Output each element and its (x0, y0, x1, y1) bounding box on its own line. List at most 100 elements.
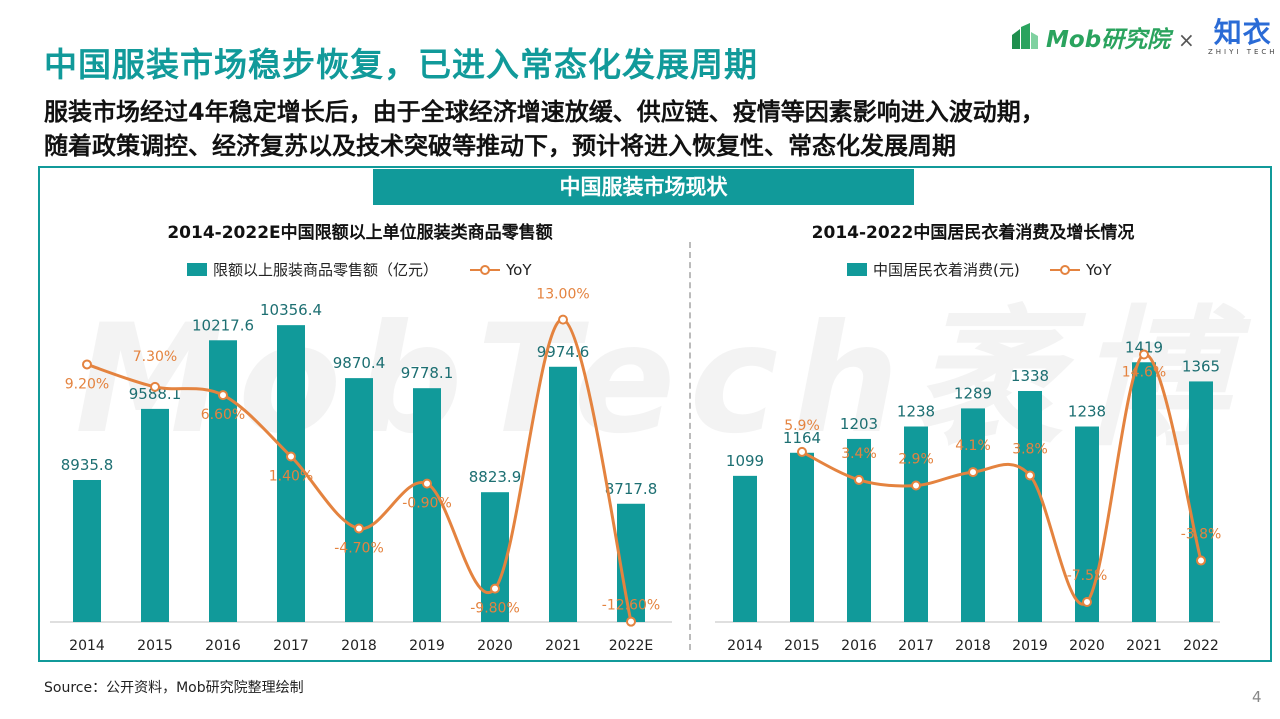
mob-logo-text: Mob研究院 (1046, 27, 1171, 53)
bar (904, 426, 928, 622)
zhiyi-logo-text: 知衣 (1213, 16, 1272, 49)
bar-value-label: 9778.1 (401, 364, 454, 382)
bar (1018, 391, 1042, 622)
yoy-value-label: 3.8% (1012, 441, 1048, 457)
legend-bar-label: 中国居民衣着消费(元) (873, 261, 1020, 279)
yoy-point (82, 359, 92, 370)
yoy-value-label: 5.9% (784, 418, 820, 434)
x-tick-label: 2018 (341, 638, 377, 654)
yoy-value-label: 6.60% (201, 407, 245, 423)
x-tick-label: 2015 (137, 638, 173, 654)
legend-bar-swatch (847, 263, 867, 276)
x-tick-label: 2016 (205, 638, 241, 654)
x-tick-label: 2022E (609, 638, 653, 654)
content-frame (38, 166, 1272, 662)
yoy-point (558, 314, 568, 325)
yoy-value-label: 4.1% (955, 438, 991, 454)
yoy-value-label: -12.60% (602, 598, 660, 614)
bar-value-label: 1238 (1068, 403, 1106, 421)
x-tick-label: 2014 (69, 638, 105, 654)
yoy-point (150, 381, 160, 392)
bar-value-label: 8717.8 (605, 480, 658, 498)
bar-value-label: 1238 (897, 403, 935, 421)
yoy-point (968, 467, 978, 478)
x-tick-label: 2020 (1069, 638, 1105, 654)
yoy-value-label: -0.90% (402, 496, 452, 512)
bar (790, 452, 814, 622)
yoy-line (801, 352, 1203, 606)
bar-value-label: 1365 (1182, 357, 1220, 375)
bar (1075, 426, 1099, 622)
yoy-value-label: -4.70% (334, 540, 384, 556)
yoy-value-label: -7.5% (1067, 568, 1108, 584)
source-note: Source：公开资料，Mob研究院整理绘制 (44, 680, 304, 696)
x-tick-label: 2015 (784, 638, 820, 654)
legend-bar-swatch (187, 263, 207, 276)
bar-value-label: 8935.8 (61, 456, 114, 474)
yoy-point (626, 616, 636, 627)
x-tick-label: 2020 (477, 638, 513, 654)
bar (1189, 381, 1213, 622)
yoy-value-label: 3.4% (841, 446, 877, 462)
x-tick-label: 2021 (1126, 638, 1162, 654)
bar (209, 340, 237, 622)
bar-value-label: 8823.9 (469, 468, 522, 486)
yoy-point (286, 451, 296, 462)
x-tick-label: 2017 (273, 638, 309, 654)
chart-title: 2014-2022E中国限额以上单位服装类商品零售额 (167, 222, 552, 243)
logo-separator: × (1178, 28, 1195, 52)
zhiyi-logo: 知衣 ZHIYI TECH (1208, 16, 1278, 57)
yoy-point (218, 390, 228, 401)
yoy-value-label: 7.30% (133, 349, 177, 365)
yoy-point (354, 523, 364, 534)
yoy-point (1139, 349, 1149, 360)
x-tick-label: 2016 (841, 638, 877, 654)
x-tick-label: 2018 (955, 638, 991, 654)
bar-value-label: 10356.4 (260, 301, 322, 319)
mob-logo: Mob研究院 (1010, 20, 1170, 54)
bar (961, 408, 985, 622)
chart-title: 2014-2022中国居民衣着消费及增长情况 (812, 222, 1135, 243)
x-tick-label: 2019 (409, 638, 445, 654)
chart-divider (689, 242, 691, 650)
x-tick-label: 2022 (1183, 638, 1219, 654)
yoy-value-label: 1.40% (269, 468, 313, 484)
page-title: 中国服装市场稳步恢复，已进入常态化发展周期 (44, 45, 758, 84)
bar (847, 438, 871, 622)
bar (277, 325, 305, 622)
legend-line-marker (1060, 265, 1070, 275)
bar-value-label: 1099 (726, 452, 764, 470)
bar (345, 378, 373, 622)
legend-line-label: YoY (1085, 261, 1112, 279)
yoy-point (797, 446, 807, 457)
yoy-point (854, 474, 864, 485)
yoy-point (490, 583, 500, 594)
subtitle-line-1: 服装市场经过4年稳定增长后，由于全球经济增速放缓、供应链、疫情等因素影响进入波动… (44, 98, 1045, 126)
section-banner: 中国服装市场现状 (373, 169, 914, 205)
yoy-value-label: 14.6% (1122, 364, 1166, 380)
bar (733, 475, 757, 622)
bar-value-label: 9870.4 (333, 354, 386, 372)
bar (413, 388, 441, 622)
yoy-value-label: -9.80% (470, 601, 520, 617)
mob-logo-icon (1012, 23, 1038, 49)
bar (141, 408, 169, 622)
retail-sales-chart: 2014-2022E中国限额以上单位服装类商品零售额限额以上服装商品零售额（亿元… (50, 222, 672, 654)
yoy-point (1025, 470, 1035, 481)
legend-line-marker (480, 265, 490, 275)
bar (73, 479, 101, 622)
yoy-point (422, 478, 432, 489)
bar-value-label: 1289 (954, 384, 992, 402)
subtitle-line-2: 随着政策调控、经济复苏以及技术突破等推动下，预计将进入恢复性、常态化发展周期 (44, 132, 956, 160)
bar-value-label: 10217.6 (192, 316, 254, 334)
x-tick-label: 2017 (898, 638, 934, 654)
legend-line-label: YoY (505, 261, 532, 279)
bar-value-label: 1419 (1125, 338, 1163, 356)
bar (481, 492, 509, 622)
x-tick-label: 2014 (727, 638, 763, 654)
bar (1132, 362, 1156, 622)
yoy-point (911, 480, 921, 491)
yoy-value-label: 2.9% (898, 452, 934, 468)
zhiyi-logo-subtext: ZHIYI TECH (1208, 48, 1278, 56)
